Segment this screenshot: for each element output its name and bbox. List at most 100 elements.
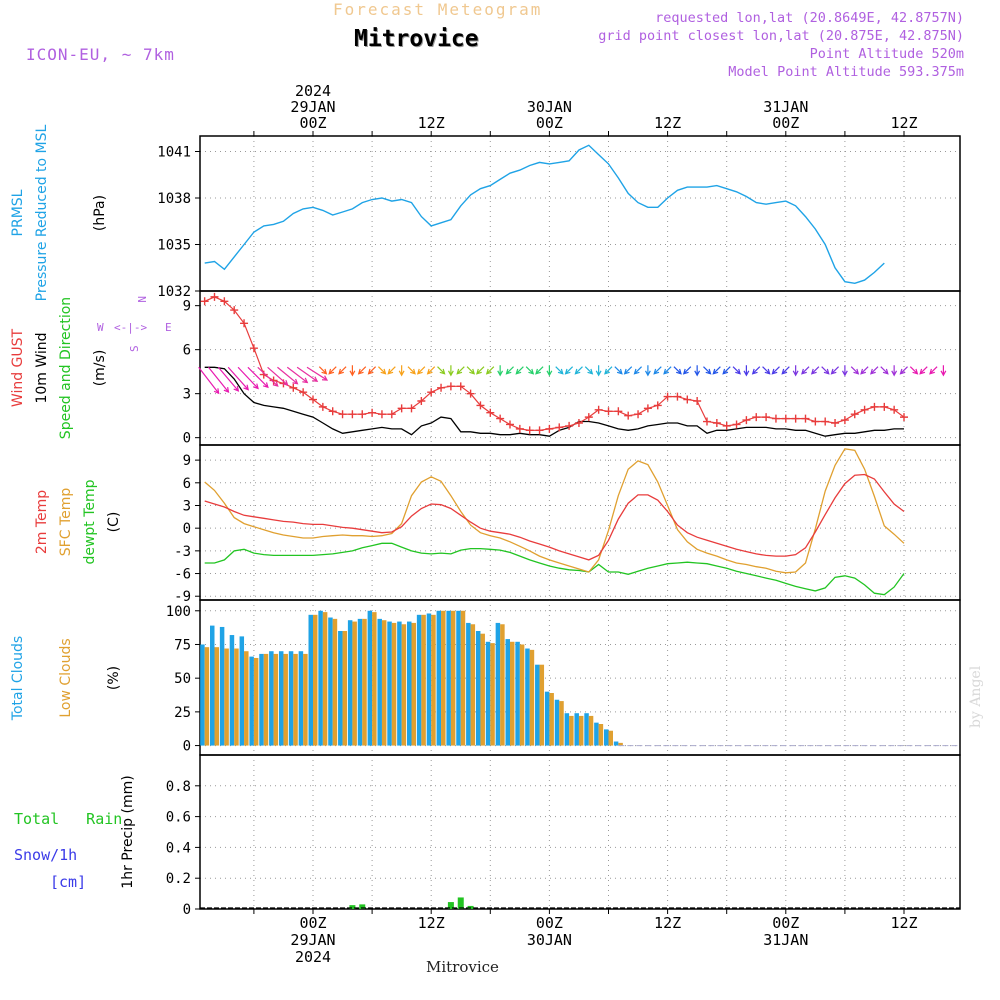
pressure-tick-label: 1041 xyxy=(157,145,191,161)
pressure-unit: (hPa) xyxy=(92,195,108,231)
rain-bar xyxy=(447,902,454,909)
wind-direction-arrow xyxy=(546,365,553,377)
pressure-ylabel: Pressure Reduced to MSL xyxy=(34,124,50,301)
low-cloud-bar xyxy=(372,612,377,746)
gust-marker xyxy=(594,405,603,414)
gust-marker xyxy=(338,410,347,419)
gust-marker xyxy=(240,319,249,328)
gust-marker xyxy=(771,414,780,423)
wind-direction-arrow xyxy=(466,366,476,375)
low-cloud-bar xyxy=(618,742,623,746)
wind-direction-arrow xyxy=(485,366,495,375)
gust-marker xyxy=(368,408,377,417)
total-cloud-bar xyxy=(288,651,294,746)
gust-marker xyxy=(220,297,229,306)
precip-tick-label: 0 xyxy=(183,902,191,918)
total-cloud-bar xyxy=(377,618,382,746)
wind-direction-arrow xyxy=(595,365,602,377)
gust-marker xyxy=(259,370,268,379)
total-cloud-bar xyxy=(269,651,274,746)
gust-marker xyxy=(703,417,711,426)
wind-direction-arrow xyxy=(633,366,643,375)
gust-marker xyxy=(584,413,593,422)
total-cloud-bar xyxy=(535,664,540,746)
wind-direction-arrow xyxy=(437,366,446,375)
top-time-label: 00Z xyxy=(536,114,563,132)
low-cloud-bar xyxy=(273,653,279,746)
total-cloud-bar xyxy=(229,635,235,746)
gust-marker xyxy=(545,424,554,433)
low-cloud-bar xyxy=(569,715,574,746)
rain-bar xyxy=(457,897,464,909)
wind-direction-arrow xyxy=(614,366,623,375)
bottom-time-label: 2024 xyxy=(295,948,331,966)
gust-marker xyxy=(673,392,682,401)
gust-marker xyxy=(397,404,406,413)
gust-marker xyxy=(683,395,692,404)
rain-label: Total Rain xyxy=(14,810,122,828)
total-cloud-bar xyxy=(200,644,205,746)
gust-marker xyxy=(456,382,465,391)
pressure-panel: 1032 1035 1038 1041 xyxy=(157,135,961,300)
low-cloud-bar xyxy=(460,610,466,746)
gust-marker xyxy=(476,401,485,410)
low-cloud-bar xyxy=(283,653,288,746)
total-clouds-ylabel: Total Clouds xyxy=(10,636,26,721)
wind-direction-arrow xyxy=(208,366,230,394)
wind-direction-arrow xyxy=(296,366,319,382)
bottom-time-label: 29JAN xyxy=(290,931,335,949)
wind-direction-arrow xyxy=(673,366,682,375)
sfc-temp-line xyxy=(204,448,905,574)
gust-marker xyxy=(643,404,652,413)
temperature-panel: -9 -6 -3 0 3 6 9 xyxy=(174,444,961,605)
total-cloud-bar xyxy=(338,631,343,746)
gust-marker xyxy=(309,395,317,404)
gust-marker xyxy=(446,382,455,391)
gust-marker xyxy=(427,388,436,397)
gust-marker xyxy=(387,410,396,419)
wind-direction-arrow xyxy=(712,366,721,375)
pressure-tick-label: 1038 xyxy=(157,191,191,207)
wind-direction-arrow xyxy=(841,365,848,377)
top-time-label: 31JAN xyxy=(763,98,808,116)
model-label: ICON-EU, ~ 7km xyxy=(26,45,175,64)
gust-marker xyxy=(870,402,879,411)
low-cloud-bar xyxy=(588,715,594,746)
total-cloud-bar xyxy=(367,610,373,746)
wind-direction-arrow xyxy=(860,366,869,375)
wind-direction-arrow xyxy=(387,366,396,375)
gust-marker xyxy=(486,408,495,417)
gust-marker xyxy=(811,417,820,426)
bottom-time-label: 12Z xyxy=(890,914,917,932)
gust-marker xyxy=(831,419,840,427)
wind-direction-arrow xyxy=(377,366,387,375)
gust-line xyxy=(204,296,905,431)
temp-unit: (C) xyxy=(106,512,122,533)
compass-e: E xyxy=(165,321,172,334)
low-cloud-bar xyxy=(293,653,298,746)
pressure-tick-label: 1035 xyxy=(157,238,191,254)
wind-direction-arrow xyxy=(555,366,564,375)
compass-rose: W <-|-> E N S xyxy=(97,296,172,352)
precip-tick-label: 0.4 xyxy=(166,840,191,856)
temperature-tick-label: -9 xyxy=(174,589,191,605)
dewpt-line xyxy=(204,542,905,596)
wind-direction-arrow xyxy=(682,366,692,375)
temp-ylabel: 2m Temp xyxy=(34,490,50,554)
gust-marker xyxy=(850,410,859,419)
total-cloud-bar xyxy=(456,610,461,746)
temperature-tick-label: 6 xyxy=(183,476,191,492)
model-altitude: Model Point Altitude 593.375m xyxy=(728,64,964,80)
gust-marker xyxy=(624,411,633,420)
gust-marker xyxy=(200,297,209,306)
total-cloud-bar xyxy=(544,691,550,746)
wind-ylabel: 10m Wind xyxy=(34,332,50,403)
wind-direction-arrow xyxy=(328,366,337,375)
total-cloud-bar xyxy=(249,656,254,746)
wind-direction-arrow xyxy=(398,365,405,377)
total-cloud-bar xyxy=(594,722,599,746)
sfc-temp-ylabel: SFC Temp xyxy=(58,488,74,557)
gust-marker xyxy=(821,417,830,426)
low-cloud-bar xyxy=(401,624,407,746)
